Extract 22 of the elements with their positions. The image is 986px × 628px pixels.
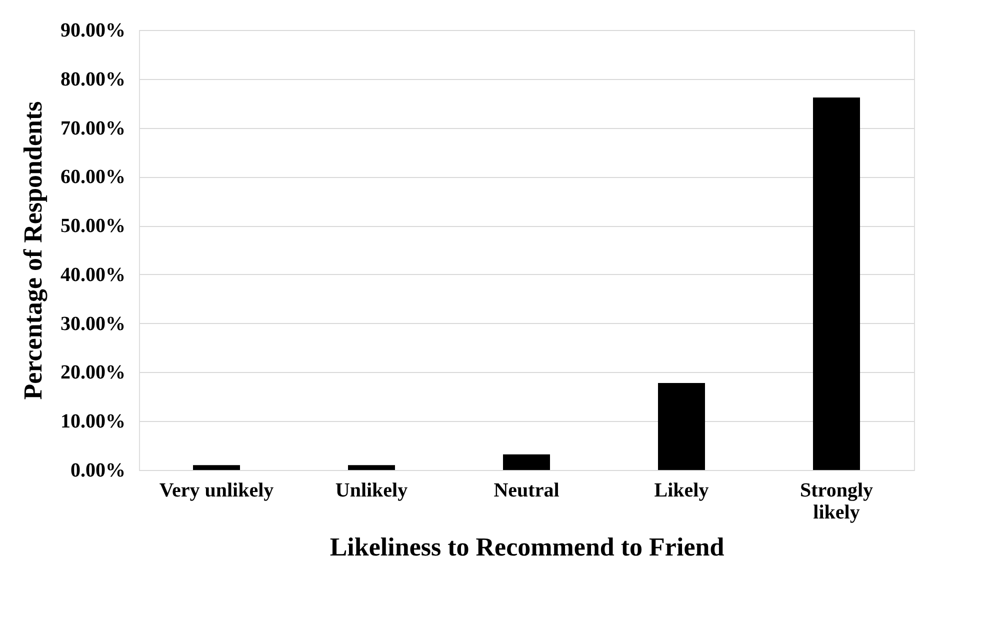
y-tick-label: 0.00%	[70, 460, 126, 482]
bar	[193, 465, 240, 470]
y-tick-label: 40.00%	[60, 264, 126, 286]
bar	[658, 382, 705, 470]
bar	[503, 454, 550, 470]
x-tick-label: Neutral	[494, 480, 560, 502]
y-tick-label: 80.00%	[60, 68, 126, 90]
x-tick-label: Unlikely	[335, 480, 408, 502]
x-tick-label: Likely	[654, 480, 709, 502]
bar	[813, 97, 860, 470]
y-tick-label: 30.00%	[60, 312, 126, 335]
x-tick-label: Very unlikely	[159, 480, 274, 502]
y-tick-label: 70.00%	[60, 117, 126, 140]
y-axis-title: Percentage of Respondents	[18, 101, 48, 400]
y-tick-label: 20.00%	[60, 362, 126, 384]
y-tick-label: 50.00%	[60, 215, 126, 238]
y-tick-label: 10.00%	[60, 410, 126, 433]
x-axis-title: Likeliness to Recommend to Friend	[330, 532, 725, 562]
y-tick-label: 90.00%	[60, 20, 126, 42]
x-tick-label: Strongly likely	[800, 480, 873, 524]
y-tick-label: 60.00%	[60, 166, 126, 188]
bar	[348, 465, 395, 470]
